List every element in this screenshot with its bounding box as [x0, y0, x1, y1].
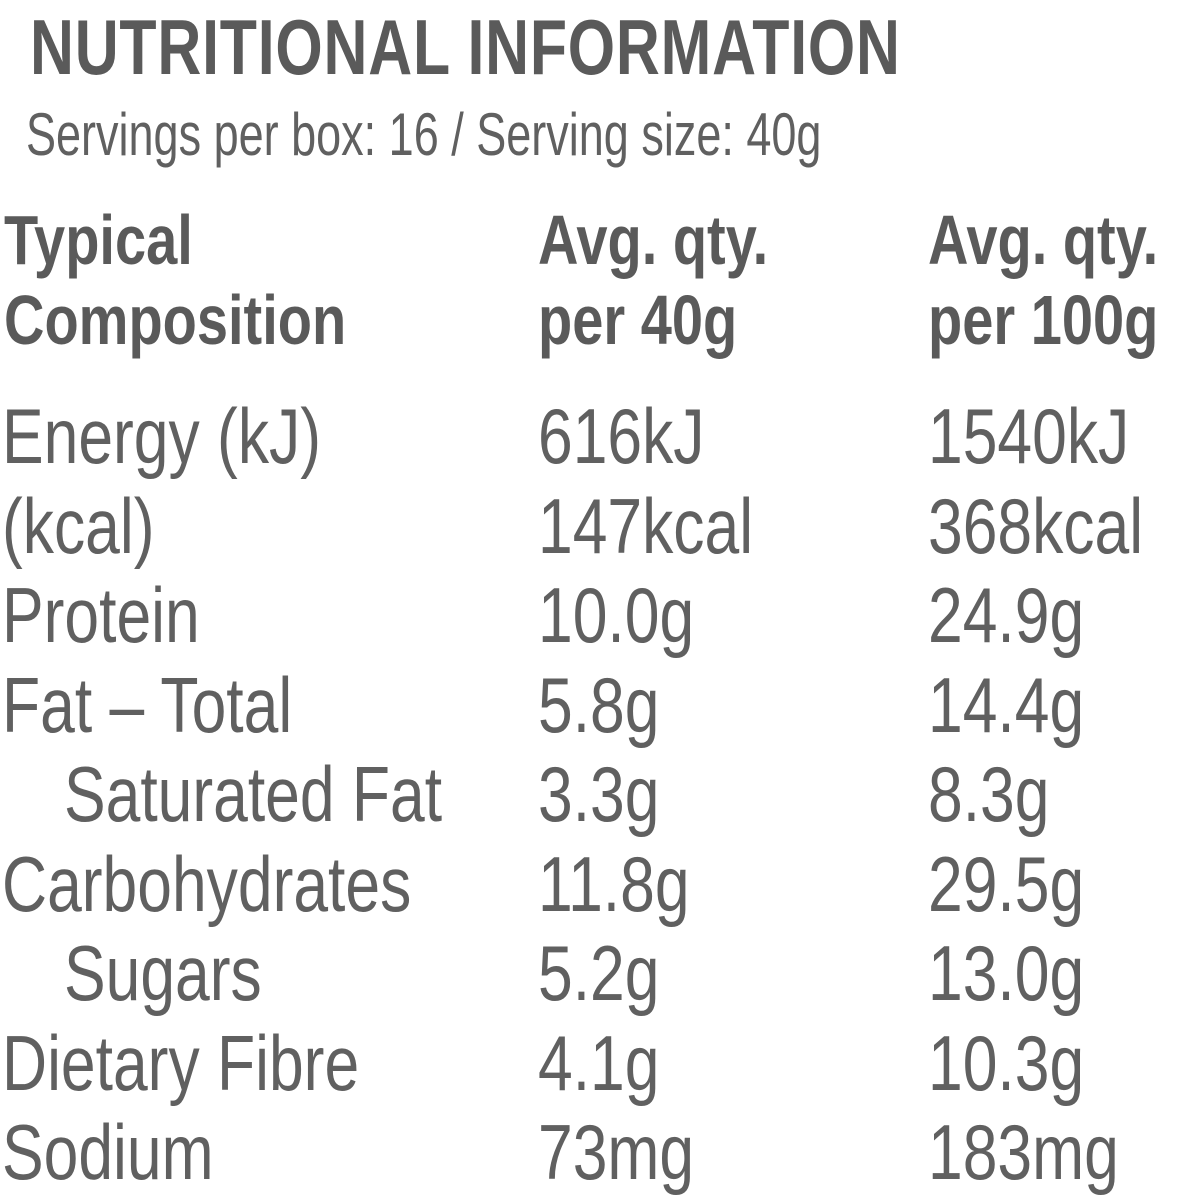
- nutrient-label: Dietary Fibre: [2, 1018, 360, 1107]
- nutrient-label: Fat – Total: [2, 660, 293, 749]
- per-serving-value: 4.1g: [538, 1018, 660, 1107]
- page-title: NUTRITIONAL INFORMATION: [30, 3, 901, 91]
- nutrient-label: Protein: [2, 571, 200, 659]
- per-serving-value: 5.8g: [538, 660, 660, 749]
- table-row: Sodium 73mg 183mg: [0, 1108, 1200, 1198]
- per-100g-value: 24.9g: [928, 571, 1085, 659]
- per-100g-value: 10.3g: [928, 1018, 1085, 1107]
- column-header-per-serving: Avg. qty. per 40g: [538, 200, 768, 360]
- per-serving-value: 11.8g: [538, 839, 690, 928]
- nutrient-label: Sodium: [2, 1108, 214, 1196]
- per-100g-value: 13.0g: [928, 929, 1085, 1017]
- column-header-line: Avg. qty.: [928, 201, 1159, 279]
- per-100g-value: 29.5g: [928, 839, 1085, 928]
- per-100g-value: 14.4g: [928, 660, 1085, 749]
- per-100g-value: 183mg: [928, 1108, 1119, 1196]
- column-header-line: per 40g: [538, 281, 738, 359]
- nutrient-label: Sugars: [64, 929, 262, 1017]
- column-header-line: Composition: [4, 281, 347, 359]
- nutrient-label: Energy (kJ): [2, 392, 322, 480]
- table-row: Saturated Fat 3.3g 8.3g: [0, 750, 1200, 840]
- table-row: (kcal) 147kcal 368kcal: [0, 482, 1200, 572]
- per-100g-value: 1540kJ: [928, 392, 1130, 480]
- per-100g-value: 368kcal: [928, 481, 1144, 570]
- table-row: Dietary Fibre 4.1g 10.3g: [0, 1019, 1200, 1109]
- table-row: Energy (kJ) 616kJ 1540kJ: [0, 392, 1200, 482]
- serving-info: Servings per box: 16 / Serving size: 40g: [26, 101, 822, 168]
- per-serving-value: 616kJ: [538, 392, 705, 480]
- table-row: Protein 10.0g 24.9g: [0, 571, 1200, 661]
- nutrient-label: Saturated Fat: [64, 750, 443, 838]
- nutrition-table: Energy (kJ) 616kJ 1540kJ (kcal) 147kcal …: [0, 392, 1200, 1198]
- per-serving-value: 5.2g: [538, 929, 660, 1017]
- column-header-line: Avg. qty.: [538, 201, 769, 279]
- column-header-line: per 100g: [928, 281, 1159, 359]
- nutrient-label: (kcal): [2, 481, 155, 570]
- column-header-per-100g: Avg. qty. per 100g: [928, 200, 1158, 360]
- nutrient-label: Carbohydrates: [2, 839, 412, 928]
- table-row: Sugars 5.2g 13.0g: [0, 929, 1200, 1019]
- per-serving-value: 147kcal: [538, 481, 754, 570]
- column-header-line: Typical: [4, 201, 193, 279]
- table-row: Carbohydrates 11.8g 29.5g: [0, 840, 1200, 930]
- per-serving-value: 3.3g: [538, 750, 660, 838]
- per-serving-value: 73mg: [538, 1108, 695, 1196]
- per-serving-value: 10.0g: [538, 571, 695, 659]
- per-100g-value: 8.3g: [928, 750, 1050, 838]
- table-row: Fat – Total 5.8g 14.4g: [0, 661, 1200, 751]
- column-header-composition: Typical Composition: [4, 200, 346, 360]
